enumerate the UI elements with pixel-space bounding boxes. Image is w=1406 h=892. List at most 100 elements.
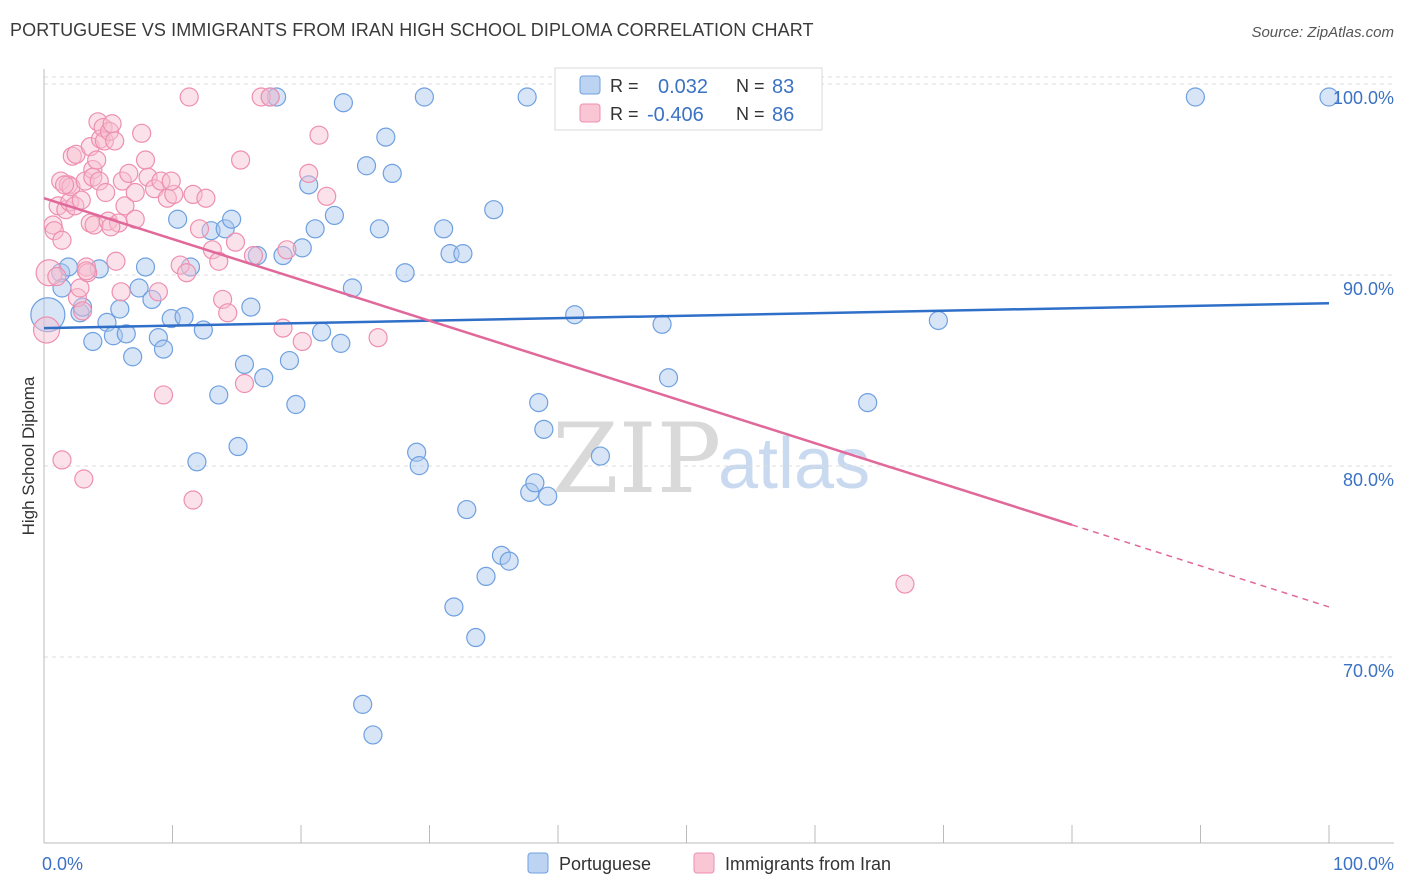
point-iran-73 [299, 163, 319, 183]
legend-swatch-pink [579, 103, 601, 123]
point-iran-48 [138, 167, 158, 187]
point-portuguese-22 [187, 452, 207, 472]
point-portuguese-16 [148, 328, 168, 348]
point-iran-69 [260, 87, 280, 107]
series-legend-label-iran: Immigrants from Iran [725, 854, 891, 874]
point-iran-85 [895, 574, 915, 594]
point-iran-61 [209, 251, 229, 271]
point-iran-79 [76, 261, 97, 281]
point-portuguese-56 [434, 219, 454, 239]
y-tick-label-100: 100.0% [1333, 88, 1394, 108]
point-portuguese-71 [538, 486, 558, 506]
point-iran-38 [105, 131, 125, 151]
series-legend-label-portuguese: Portuguese [559, 854, 651, 874]
point-portuguese-32 [254, 368, 274, 388]
point-iran-36 [99, 121, 120, 141]
point-portuguese-55 [414, 87, 434, 107]
point-portuguese-81 [1319, 87, 1339, 107]
point-iran-64 [225, 232, 246, 252]
point-iran-72 [292, 331, 312, 352]
point-iran-47 [135, 150, 156, 170]
point-portuguese-80 [1185, 87, 1205, 107]
point-portuguese-78 [858, 393, 878, 413]
point-iran-3 [44, 221, 64, 241]
series-legend-swatch-portuguese [527, 852, 549, 874]
point-portuguese-76 [658, 368, 679, 388]
point-iran-57 [183, 184, 203, 205]
point-iran-37 [102, 114, 122, 134]
point-iran-27 [84, 215, 104, 235]
point-portuguese-62 [476, 566, 496, 587]
point-iran-66 [234, 373, 255, 394]
point-portuguese-64 [491, 545, 512, 566]
legend-r-label-blue: R = [610, 76, 639, 96]
series-legend: Portuguese Immigrants from Iran [527, 852, 891, 874]
point-portuguese-13 [129, 278, 149, 298]
point-iran-76 [368, 328, 388, 348]
point-iran-80 [161, 171, 181, 191]
point-iran-41 [112, 171, 132, 191]
point-iran-74 [309, 125, 329, 145]
x-tick-label-min: 0.0% [42, 854, 83, 874]
point-portuguese-39 [299, 175, 319, 195]
point-iran-7 [52, 230, 72, 250]
point-portuguese-54 [409, 456, 429, 476]
point-portuguese-60 [457, 499, 477, 520]
point-portuguese-48 [363, 725, 383, 745]
legend-r-value-pink: -0.406 [647, 104, 704, 126]
point-portuguese-29 [234, 354, 255, 374]
point-portuguese-1 [51, 263, 71, 283]
point-portuguese-52 [395, 263, 415, 283]
point-iran-4 [47, 266, 67, 287]
y-axis-title: High School Diploma [19, 376, 38, 535]
point-iran-59 [196, 188, 216, 208]
point-portuguese-44 [333, 93, 354, 113]
point-iran-25 [83, 159, 103, 180]
point-iran-51 [153, 385, 174, 405]
point-iran-54 [170, 255, 190, 275]
point-portuguese-59 [453, 244, 473, 264]
point-iran-83 [101, 217, 121, 237]
point-portuguese-58 [444, 597, 464, 617]
point-iran-77 [179, 87, 199, 107]
point-iran-42 [115, 196, 135, 216]
stats-legend: R = 0.032 N = 83 R = -0.406 N = 86 [554, 67, 823, 131]
point-portuguese-65 [499, 551, 519, 571]
point-portuguese-49 [369, 219, 389, 239]
point-portuguese-10 [110, 299, 130, 319]
point-portuguese-15 [142, 289, 162, 310]
point-iran-84 [148, 282, 168, 302]
point-portuguese-26 [215, 219, 235, 239]
legend-swatch-blue [579, 75, 601, 95]
y-tick-label-80: 80.0% [1343, 470, 1394, 490]
legend-n-value-pink: 86 [772, 104, 794, 126]
point-iran-8 [52, 450, 72, 470]
point-iran-28 [87, 150, 107, 170]
point-iran-63 [218, 303, 238, 323]
point-iran-19 [74, 469, 94, 489]
point-iran-82 [71, 190, 91, 210]
point-iran-17 [70, 278, 90, 298]
point-portuguese-0 [30, 297, 66, 333]
point-iran-39 [106, 251, 126, 271]
point-portuguese-46 [353, 694, 373, 714]
point-portuguese-37 [286, 394, 306, 415]
legend-r-value-blue: 0.032 [658, 76, 708, 98]
point-portuguese-50 [376, 127, 396, 147]
trend-line-iran-extension [1071, 524, 1330, 608]
point-iran-43 [119, 163, 139, 183]
point-iran-30 [89, 171, 109, 191]
point-iran-58 [189, 219, 210, 239]
point-portuguese-17 [153, 339, 174, 359]
point-portuguese-47 [356, 156, 377, 176]
legend-n-label-blue: N = [736, 76, 765, 96]
point-portuguese-14 [135, 257, 156, 277]
point-portuguese-42 [324, 205, 345, 226]
point-iran-44 [125, 182, 145, 203]
point-portuguese-30 [241, 297, 261, 317]
point-portuguese-69 [529, 393, 549, 413]
point-portuguese-75 [652, 314, 672, 334]
point-portuguese-67 [520, 482, 540, 502]
legend-n-value-blue: 83 [772, 76, 794, 98]
